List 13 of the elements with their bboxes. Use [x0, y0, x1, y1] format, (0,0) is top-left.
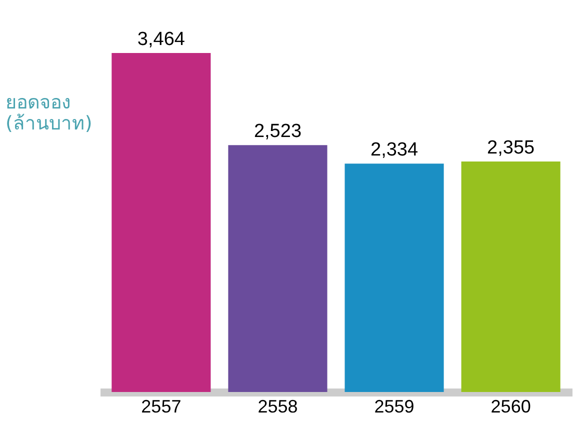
bar [228, 145, 328, 392]
bar [461, 162, 560, 392]
x-tick-label: 2558 [258, 396, 298, 416]
data-label: 2,334 [370, 140, 418, 161]
data-label: 2,523 [254, 121, 302, 142]
x-tick-label: 2557 [141, 396, 182, 416]
x-tick-label: 2559 [374, 396, 414, 416]
bar [344, 164, 444, 392]
bar [112, 53, 211, 392]
data-label: 2,355 [487, 138, 535, 159]
data-label: 3,464 [137, 29, 186, 50]
x-tick-label: 2560 [490, 396, 531, 416]
y-axis-title: ยอดจอง (ล้านบาท) [6, 92, 92, 134]
